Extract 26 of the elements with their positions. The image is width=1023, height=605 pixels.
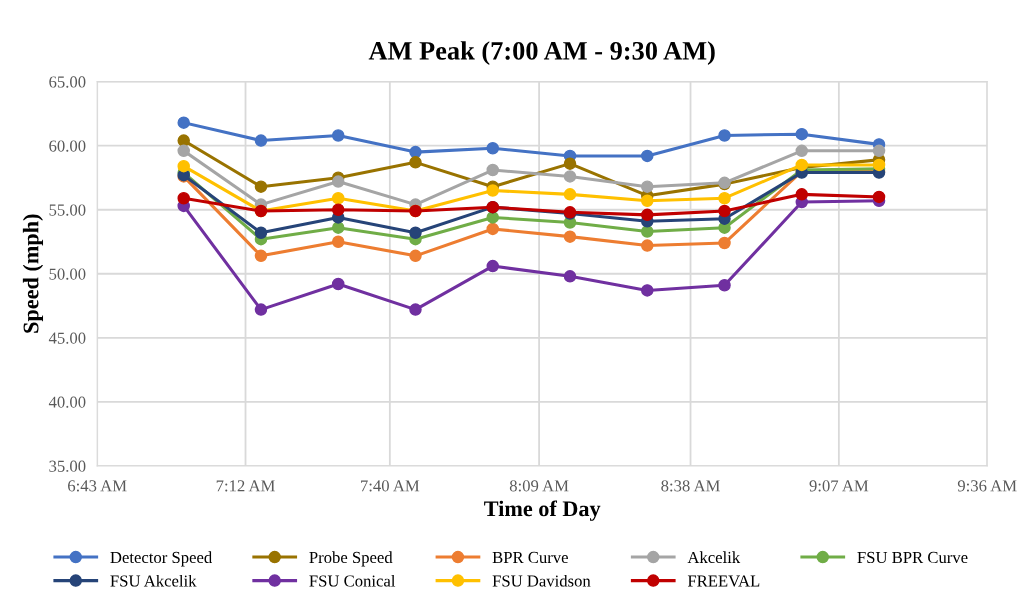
y-tick-label: 65.00 [49,76,86,88]
legend-label: Probe Speed [309,551,393,567]
y-tick-label: 60.00 [49,140,86,152]
y-axis-title: Speed (mph) [22,214,44,333]
y-tick-label: 55.00 [49,204,86,216]
x-tick-label: 8:09 AM [509,480,569,492]
x-tick-label: 7:40 AM [361,480,420,492]
chart-title: AM Peak (7:00 AM - 9:30 AM) [368,41,715,66]
x-axis-title: Time of Day [484,500,601,521]
x-tick-label: 9:36 AM [957,480,1017,492]
legend-label: FSU Conical [309,574,396,587]
legend-label: FSU Akcelik [110,574,197,587]
x-tick-label: 8:38 AM [661,480,720,492]
x-tick-label: 7:12 AM [216,480,275,492]
x-tick-label: 6:43 AM [68,480,127,492]
legend-label: Detector Speed [110,551,212,567]
x-tick-label: 9:07 AM [809,480,869,492]
y-tick-label: 35.00 [49,460,86,472]
y-tick-label: 40.00 [48,396,86,408]
legend-label: FSU BPR Curve [857,551,968,564]
legend-label: BPR Curve [492,551,568,564]
legend-label: FREEVAL [687,575,760,587]
legend-label: FSU Davidson [492,574,591,587]
y-tick-label: 50.00 [49,268,86,280]
legend-label: Akcelik [687,551,741,564]
y-tick-label: 45.00 [48,332,86,344]
